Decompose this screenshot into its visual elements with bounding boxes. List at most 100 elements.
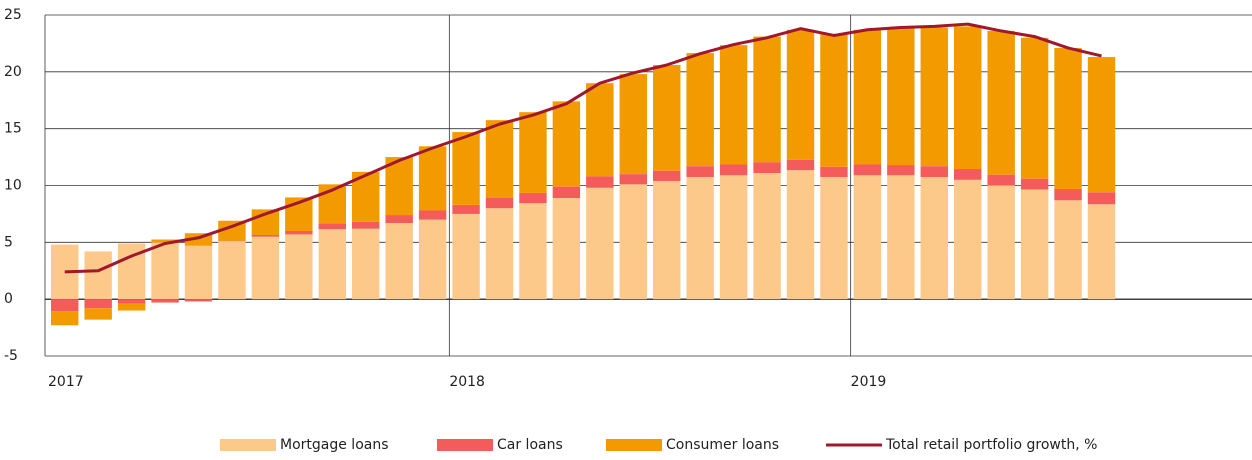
bar-segment <box>920 166 948 177</box>
bar-segment <box>352 228 380 300</box>
bar-segment <box>786 159 815 171</box>
bar-segment <box>820 176 848 300</box>
bar-segment <box>686 176 714 300</box>
bar-segment <box>318 229 346 300</box>
bar-segment <box>519 112 547 193</box>
bar-segment <box>418 210 447 220</box>
legend-swatch <box>437 439 493 451</box>
x-tick-label: 2019 <box>851 374 887 390</box>
bar-segment <box>619 74 647 175</box>
bar-segment <box>853 29 882 165</box>
bar-segment <box>987 185 1015 300</box>
bar-segment <box>753 36 781 163</box>
bar-segment <box>1020 37 1049 179</box>
bar-segment <box>251 236 280 300</box>
bar-segment <box>84 308 112 320</box>
legend-label: Consumer loans <box>666 437 779 453</box>
y-tick-label: -5 <box>4 348 18 364</box>
bar-segment <box>1054 188 1082 201</box>
bar-segment <box>218 220 246 241</box>
bar-segment <box>987 30 1015 175</box>
bar-segment <box>653 170 681 181</box>
y-tick-label: 25 <box>4 7 22 23</box>
bar-segment <box>619 174 647 185</box>
bar-segment <box>117 299 146 304</box>
bar-segment <box>887 165 915 176</box>
bar-segment <box>151 299 179 303</box>
legend-label: Total retail portfolio growth, % <box>885 437 1097 453</box>
y-tick-label: 10 <box>4 178 22 194</box>
bar-segment <box>519 192 547 204</box>
bar-segment <box>786 170 815 300</box>
bar-segment <box>385 157 413 216</box>
bar-segment <box>887 175 915 300</box>
bar-segment <box>753 172 781 300</box>
bar-segment <box>418 219 447 300</box>
bar-segment <box>1020 189 1049 300</box>
y-tick-label: 5 <box>4 234 13 250</box>
bar-segment <box>552 101 581 187</box>
legend-swatch <box>220 439 276 451</box>
bar-segment <box>686 53 714 167</box>
bar-segment <box>51 299 79 312</box>
bar-segment <box>151 242 179 300</box>
bar-segment <box>452 204 480 214</box>
bar-segment <box>184 299 213 302</box>
bar-segment <box>418 146 447 211</box>
bar-segment <box>586 176 614 188</box>
bar-segment <box>84 299 112 309</box>
legend-swatch <box>606 439 662 451</box>
y-tick-label: 15 <box>4 121 22 137</box>
bar-segment <box>719 164 748 176</box>
bar-segment <box>184 245 213 300</box>
bar-segment <box>1054 200 1082 300</box>
bar-segment <box>519 203 547 300</box>
x-tick-label: 2017 <box>48 374 84 390</box>
bar-segment <box>151 239 179 243</box>
bar-segment <box>887 28 915 166</box>
bar-segment <box>1054 47 1082 189</box>
bar-segment <box>552 198 581 300</box>
bar-segment <box>552 186 581 199</box>
bar-segment <box>452 213 480 300</box>
bar-segment <box>1087 204 1116 300</box>
bar-segment <box>251 234 280 237</box>
bar-segment <box>820 166 848 177</box>
x-tick-label: 2018 <box>449 374 485 390</box>
bar-segment <box>1020 178 1049 190</box>
bar-segment <box>987 174 1015 186</box>
bar-segment <box>51 311 79 326</box>
y-tick-label: 0 <box>4 291 13 307</box>
legend-label: Car loans <box>497 437 563 453</box>
bar-segment <box>485 198 514 209</box>
bar-segment <box>619 184 647 300</box>
bar-segment <box>452 132 480 205</box>
bar-segment <box>117 303 146 311</box>
bar-segment <box>218 241 246 300</box>
bar-segment <box>820 34 848 167</box>
bar-segment <box>954 26 982 170</box>
bar-segment <box>920 176 948 300</box>
bar-segment <box>318 223 346 230</box>
bar-segment <box>586 187 614 300</box>
bar-segment <box>719 45 748 165</box>
bar-segment <box>753 162 781 173</box>
bar-segment <box>218 240 246 242</box>
bar-segment <box>786 29 815 160</box>
bar-segment <box>586 83 614 177</box>
bar-segment <box>920 27 948 167</box>
legend-label: Mortgage loans <box>280 437 389 453</box>
bar-segment <box>352 221 380 229</box>
bar-segment <box>485 120 514 199</box>
bar-segment <box>285 234 313 300</box>
bar-segment <box>853 175 882 300</box>
bar-segment <box>84 251 112 300</box>
bar-segment <box>385 215 413 224</box>
bar-segment <box>1087 192 1116 205</box>
bar-segment <box>1087 57 1116 193</box>
bar-segment <box>653 65 681 171</box>
bar-segment <box>485 208 514 300</box>
bar-segment <box>385 223 413 300</box>
bar-segment <box>719 175 748 300</box>
